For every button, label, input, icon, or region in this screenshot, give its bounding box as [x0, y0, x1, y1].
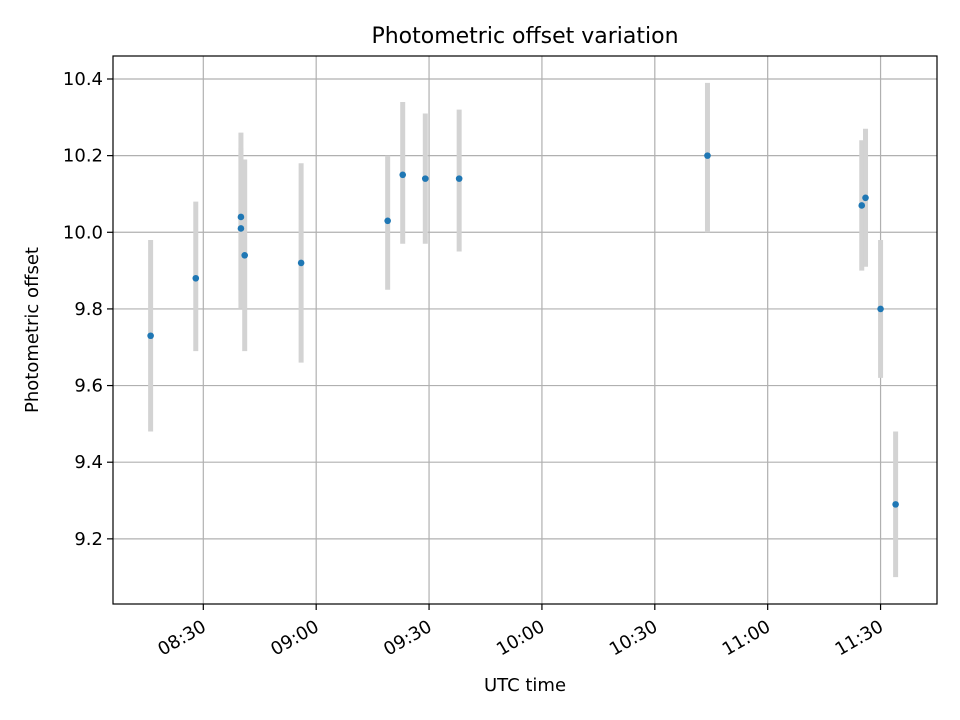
- y-tick-label: 10.0: [63, 222, 103, 243]
- data-point: [421, 175, 429, 182]
- data-point: [892, 501, 899, 508]
- chart-title: Photometric offset variation: [371, 24, 678, 49]
- data-point: [297, 259, 305, 267]
- data-point: [862, 194, 869, 202]
- data-point: [455, 175, 463, 182]
- data-point: [147, 332, 154, 340]
- y-tick-label: 10.4: [63, 69, 103, 90]
- data-point: [704, 152, 711, 159]
- data-point: [237, 213, 245, 221]
- plot-frame: [112, 55, 938, 605]
- data-point: [858, 202, 866, 209]
- y-tick-label: 10.2: [63, 146, 103, 167]
- x-axis-label: UTC time: [484, 675, 566, 696]
- y-tick-label: 9.6: [74, 376, 103, 397]
- data-point: [399, 171, 407, 179]
- y-axis-ticks: 9.2 9.4 9.6 9.8 10.0 10.2 10.4: [63, 69, 113, 550]
- data-point: [384, 217, 391, 225]
- y-axis-label: Photometric offset: [22, 247, 43, 413]
- grid: [113, 56, 937, 604]
- data-point: [241, 251, 248, 259]
- y-tick-label: 9.2: [74, 529, 103, 550]
- y-tick-label: 9.4: [74, 452, 103, 473]
- data-points: [147, 152, 899, 508]
- data-point: [877, 305, 884, 313]
- y-tick-label: 9.8: [74, 299, 103, 320]
- data-point: [192, 274, 200, 282]
- data-point: [237, 225, 245, 232]
